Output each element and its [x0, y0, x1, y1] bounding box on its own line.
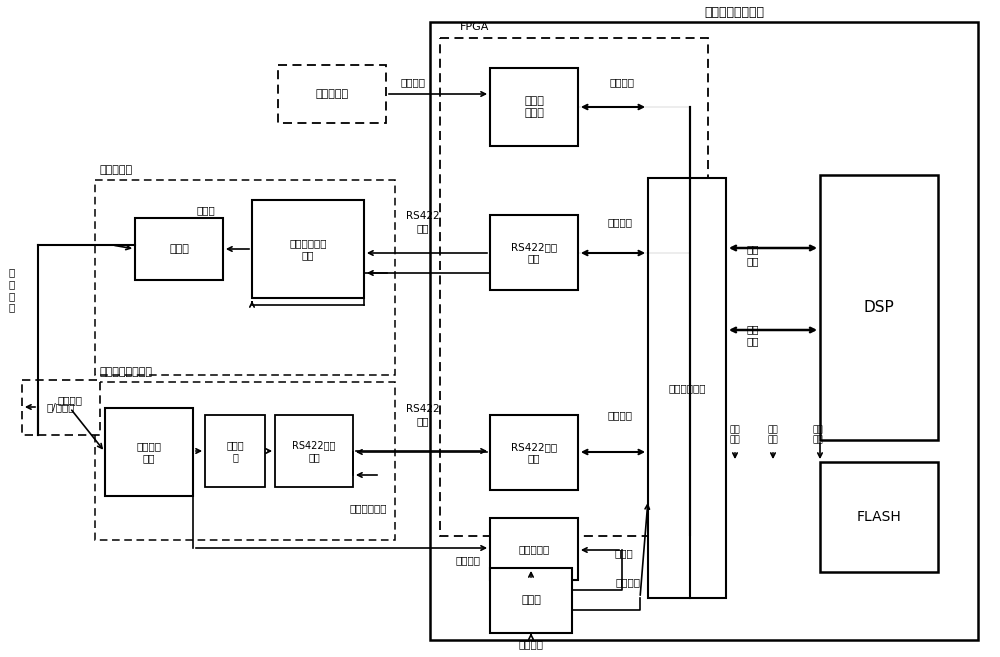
- Text: 波位数据: 波位数据: [608, 217, 633, 227]
- Text: 数字信号: 数字信号: [58, 395, 82, 405]
- Text: RS422接口
模块: RS422接口 模块: [511, 242, 557, 263]
- Text: 控制信号: 控制信号: [616, 577, 640, 587]
- Bar: [490, 568, 572, 633]
- Bar: [440, 38, 708, 536]
- Text: 波控码接口控
制器: 波控码接口控 制器: [289, 238, 327, 260]
- Text: 网络接
口模块: 网络接 口模块: [524, 96, 544, 118]
- Bar: [820, 175, 938, 440]
- Text: 数据
总线: 数据 总线: [813, 425, 823, 445]
- Text: 地址
总线: 地址 总线: [768, 425, 778, 445]
- Text: 应答信号处理设备: 应答信号处理设备: [100, 367, 153, 377]
- Bar: [105, 408, 193, 496]
- Text: RS422
信号: RS422 信号: [406, 211, 440, 233]
- Text: 航管命令: 航管命令: [610, 77, 635, 87]
- Bar: [95, 382, 395, 540]
- Text: FPGA: FPGA: [460, 22, 489, 32]
- Text: 触发信号: 触发信号: [456, 555, 480, 565]
- Text: 地址
总线: 地址 总线: [747, 244, 759, 266]
- Bar: [22, 380, 100, 435]
- Bar: [490, 68, 578, 146]
- Text: 波位数据: 波位数据: [608, 410, 633, 420]
- Bar: [490, 415, 578, 490]
- Text: 总线接口模块: 总线接口模块: [668, 383, 706, 393]
- Text: 相控阵天线: 相控阵天线: [100, 165, 133, 175]
- Text: 移相器: 移相器: [169, 244, 189, 254]
- Bar: [490, 518, 578, 580]
- Bar: [252, 200, 364, 298]
- Bar: [820, 462, 938, 572]
- Text: 脉冲控制器: 脉冲控制器: [518, 544, 550, 554]
- Text: 数据
总线: 数据 总线: [747, 324, 759, 346]
- Text: FLASH: FLASH: [857, 510, 901, 524]
- Text: 射
频
信
号: 射 频 信 号: [9, 267, 15, 312]
- Text: RS422接口
模块: RS422接口 模块: [292, 440, 336, 462]
- Bar: [205, 415, 265, 487]
- Text: 波控码: 波控码: [197, 205, 215, 215]
- Bar: [490, 215, 578, 290]
- Text: 波束扫描控制设备: 波束扫描控制设备: [704, 7, 764, 20]
- Text: 控制
总线: 控制 总线: [730, 425, 740, 445]
- Text: DSP: DSP: [864, 300, 894, 315]
- Text: 询向自动脉冲: 询向自动脉冲: [349, 503, 387, 513]
- Bar: [648, 178, 726, 598]
- Bar: [135, 218, 223, 280]
- Text: 计时器: 计时器: [521, 595, 541, 606]
- Bar: [430, 22, 978, 640]
- Text: 时间窗: 时间窗: [615, 548, 633, 558]
- Text: 收/发信道: 收/发信道: [47, 403, 75, 413]
- Bar: [275, 415, 353, 487]
- Text: 波位数
据: 波位数 据: [226, 440, 244, 462]
- Text: 时钟信号: 时钟信号: [518, 639, 544, 649]
- Text: 信号处理
模块: 信号处理 模块: [136, 442, 162, 463]
- Bar: [278, 65, 386, 123]
- Text: RS422
信号: RS422 信号: [406, 404, 440, 426]
- Text: 雷达控制台: 雷达控制台: [315, 89, 349, 99]
- Text: RS422接口
模块: RS422接口 模块: [511, 442, 557, 463]
- Bar: [95, 180, 395, 375]
- Text: 网络信号: 网络信号: [400, 77, 426, 87]
